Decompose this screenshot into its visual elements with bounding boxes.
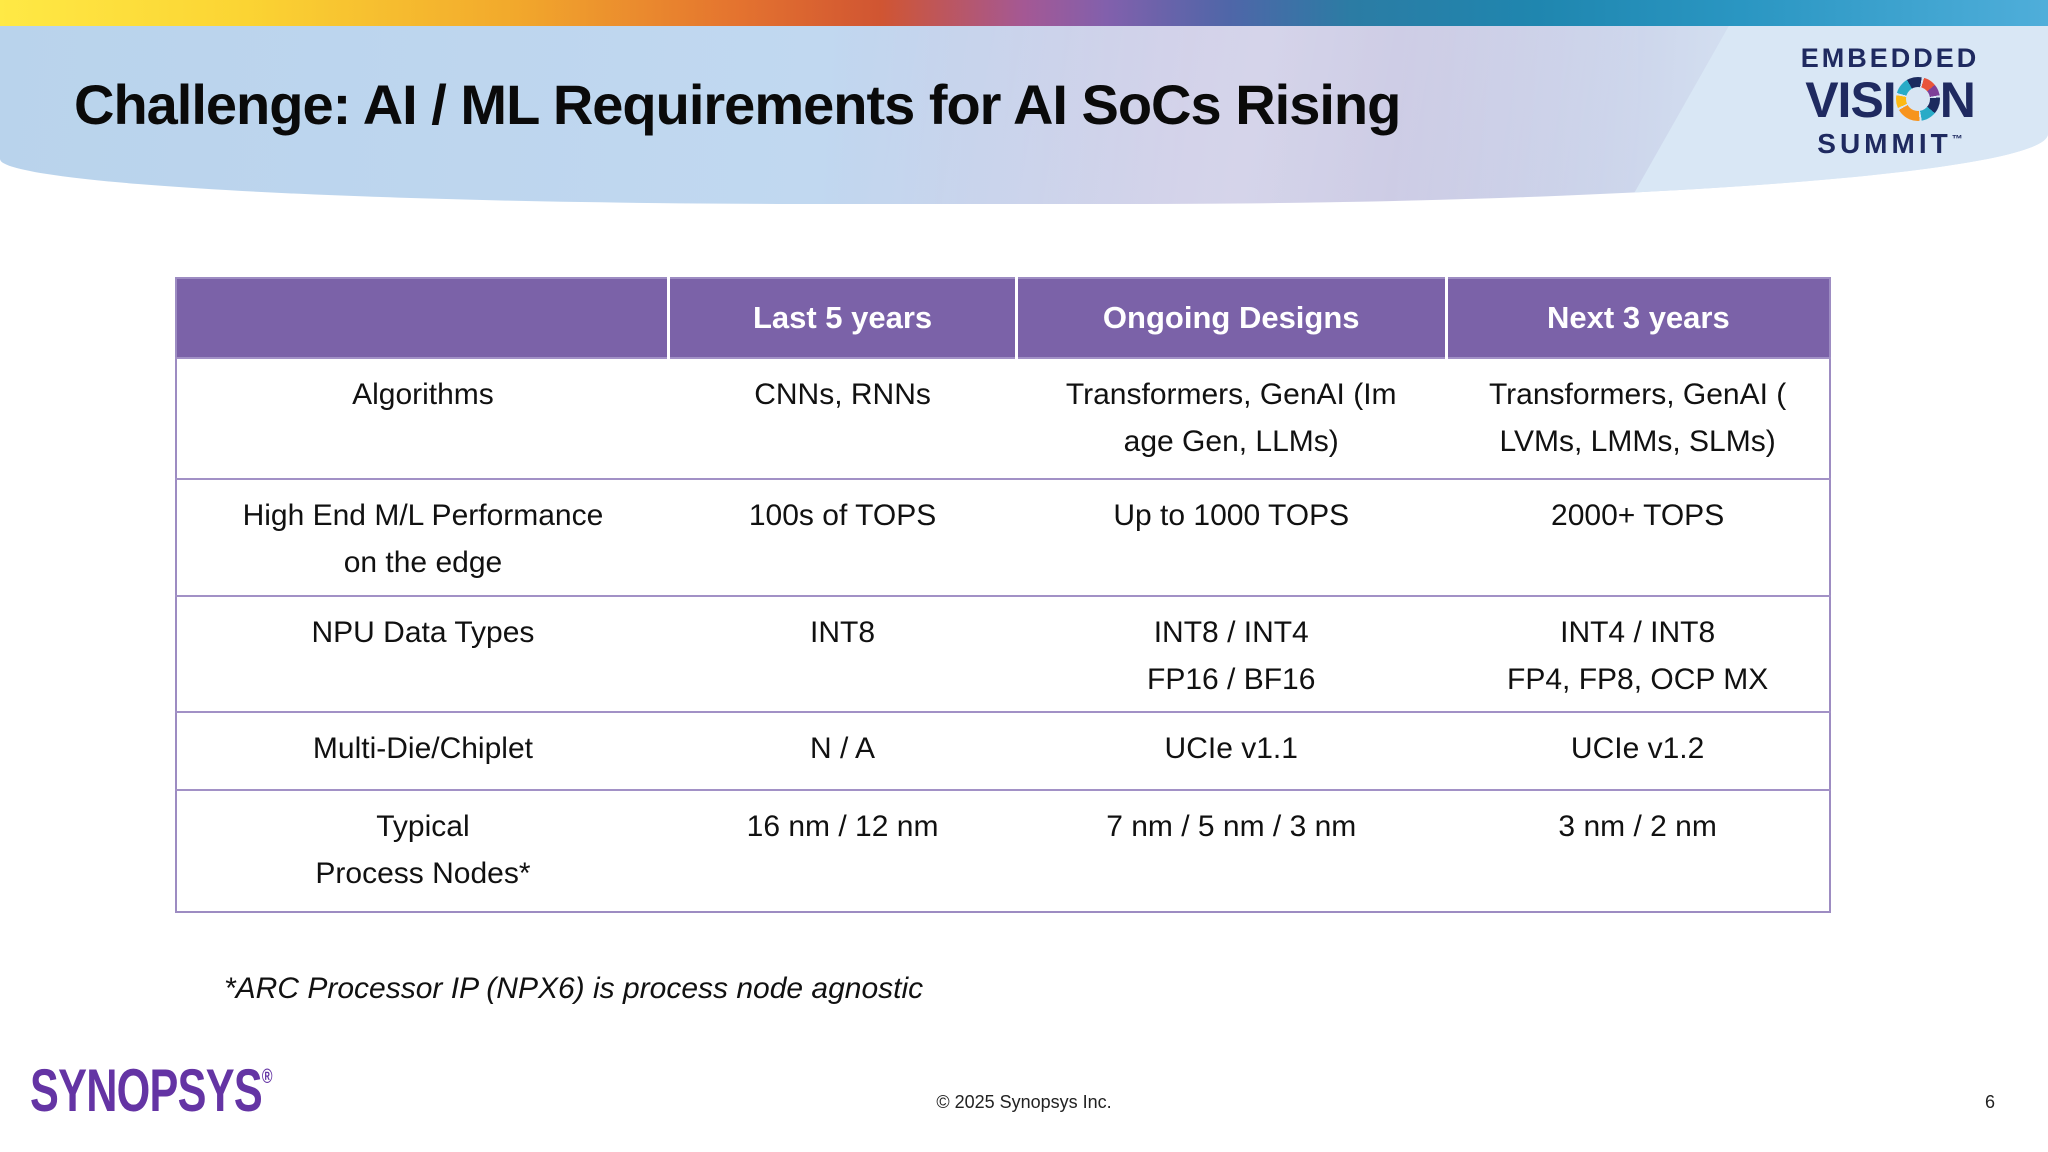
cell: 100s of TOPS <box>668 478 1017 596</box>
row-label: Multi-Die/Chiplet <box>176 711 669 790</box>
evs-embedded-text: EMBEDDED <box>1800 43 1980 73</box>
header-cell-blank <box>176 278 669 358</box>
process-node-footnote: *ARC Processor IP (NPX6) is process node… <box>224 972 924 1005</box>
evs-trademark: ™ <box>1951 133 1963 146</box>
cell: 7 nm / 5 nm / 3 nm <box>1016 789 1447 912</box>
evs-summit-text: SUMMIT™ <box>1817 127 1963 159</box>
synopsys-logo: SYNOPSYS® <box>30 1057 273 1124</box>
registered-mark: ® <box>261 1066 273 1088</box>
cell: Up to 1000 TOPS <box>1016 478 1447 596</box>
requirements-table: Last 5 years Ongoing Designs Next 3 year… <box>175 277 1831 913</box>
top-gradient-bar <box>0 0 2048 26</box>
row-label: High End M/L Performance on the edge <box>176 478 669 596</box>
evs-vision-text: VISI N <box>1805 72 1976 129</box>
evs-color-ring-icon <box>1895 77 1940 122</box>
cell: INT8 / INT4 FP16 / BF16 <box>1016 595 1447 712</box>
header-cell-next-3-years: Next 3 years <box>1444 278 1830 358</box>
cell: Transformers, GenAI ( LVMs, LMMs, SLMs) <box>1446 357 1830 479</box>
cell: CNNs, RNNs <box>668 357 1017 479</box>
cell: INT8 <box>668 595 1017 712</box>
row-label: NPU Data Types <box>176 595 669 712</box>
row-label: Typical Process Nodes* <box>176 789 669 912</box>
header-cell-ongoing-designs: Ongoing Designs <box>1014 278 1447 358</box>
embedded-vision-summit-logo: EMBEDDED VISI N SUMMIT™ <box>1780 44 2000 158</box>
cell: 16 nm / 12 nm <box>668 789 1017 912</box>
table-row-process-nodes: Typical Process Nodes* 16 nm / 12 nm 7 n… <box>176 789 1830 912</box>
table-header-row: Last 5 years Ongoing Designs Next 3 year… <box>176 278 1830 358</box>
slide-title: Challenge: AI / ML Requirements for AI S… <box>74 73 1401 136</box>
cell: INT4 / INT8 FP4, FP8, OCP MX <box>1446 595 1830 712</box>
table-row-algorithms: Algorithms CNNs, RNNs Transformers, GenA… <box>176 357 1830 479</box>
cell: UCIe v1.2 <box>1446 711 1830 790</box>
copyright-text: © 2025 Synopsys Inc. <box>936 1092 1112 1112</box>
cell: UCIe v1.1 <box>1016 711 1447 790</box>
header-cell-last-5-years: Last 5 years <box>667 278 1017 358</box>
table-row-npu-data-types: NPU Data Types INT8 INT8 / INT4 FP16 / B… <box>176 595 1830 712</box>
header-band-swish <box>860 26 1639 204</box>
header-band <box>0 26 2048 204</box>
table-row-ml-performance: High End M/L Performance on the edge 100… <box>176 478 1830 596</box>
cell: N / A <box>668 711 1017 790</box>
cell: Transformers, GenAI (Im age Gen, LLMs) <box>1016 357 1447 479</box>
table-row-multi-die-chiplet: Multi-Die/Chiplet N / A UCIe v1.1 UCIe v… <box>176 711 1830 790</box>
row-label: Algorithms <box>176 357 669 479</box>
cell: 3 nm / 2 nm <box>1446 789 1830 912</box>
page-number: 6 <box>1984 1092 1995 1112</box>
cell: 2000+ TOPS <box>1446 478 1830 596</box>
